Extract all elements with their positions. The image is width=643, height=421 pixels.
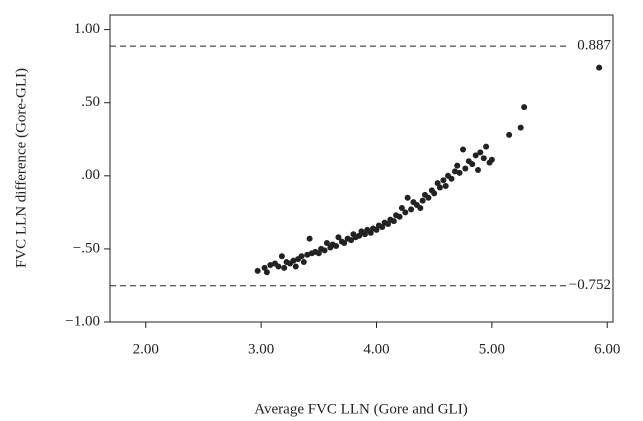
y-tick-label: −.50 — [73, 240, 100, 256]
point — [448, 175, 455, 182]
point — [321, 247, 328, 254]
point — [278, 253, 285, 260]
x-axis-title: Average FVC LLN (Gore and GLI) — [254, 401, 467, 417]
point — [451, 168, 458, 175]
point — [304, 251, 311, 258]
y-tick-label: 1.00 — [74, 21, 100, 37]
point — [440, 177, 447, 184]
reference-label: 0.887 — [577, 38, 611, 54]
point — [292, 263, 299, 270]
point — [521, 104, 528, 111]
point — [483, 143, 490, 150]
point — [456, 169, 463, 176]
point — [335, 234, 342, 241]
point — [419, 197, 426, 204]
point — [454, 162, 461, 169]
x-tick-label: 2.00 — [133, 341, 159, 357]
point — [275, 263, 282, 270]
point — [263, 269, 270, 276]
point — [488, 156, 495, 163]
point — [472, 152, 479, 159]
x-tick-label: 4.00 — [363, 341, 389, 357]
point — [442, 183, 449, 190]
point — [417, 204, 424, 211]
y-tick-label: .00 — [81, 167, 100, 183]
plot-frame — [109, 14, 614, 323]
y-tick-label: .50 — [81, 94, 100, 110]
point — [402, 209, 409, 216]
point — [469, 161, 476, 168]
reference-label: −0.752 — [569, 277, 611, 293]
point — [462, 165, 469, 172]
point — [290, 257, 297, 264]
point — [348, 237, 355, 244]
point — [333, 242, 340, 249]
y-axis-title: FVC LLN difference (Gore-GLI) — [13, 68, 29, 268]
point — [431, 190, 438, 197]
point — [517, 124, 524, 131]
y-tick-label: −1.00 — [65, 313, 100, 329]
x-tick-label: 5.00 — [479, 341, 505, 357]
point — [460, 146, 467, 153]
point — [396, 213, 403, 220]
point — [323, 240, 330, 247]
point — [408, 206, 415, 213]
point — [404, 194, 411, 201]
point — [596, 64, 603, 71]
point — [480, 155, 487, 162]
point — [436, 184, 443, 191]
point — [267, 261, 274, 268]
point — [298, 253, 305, 260]
x-tick-label: 3.00 — [248, 341, 274, 357]
point — [425, 194, 432, 201]
point — [306, 235, 313, 242]
point — [341, 240, 348, 247]
point — [390, 218, 397, 225]
point — [300, 259, 307, 266]
point — [477, 149, 484, 156]
point — [281, 264, 288, 271]
point — [254, 267, 261, 274]
point — [506, 131, 513, 138]
x-tick-label: 6.00 — [594, 341, 620, 357]
point — [475, 166, 482, 173]
point — [398, 204, 405, 211]
